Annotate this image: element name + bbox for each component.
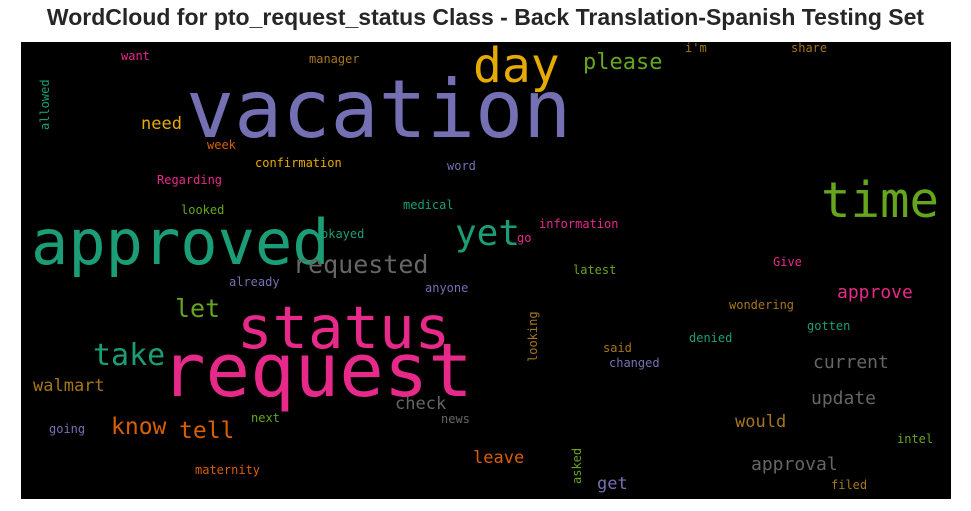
word-okayed: okayed <box>321 227 365 241</box>
word-please: please <box>583 50 663 75</box>
chart-title: WordCloud for pto_request_status Class -… <box>46 4 925 30</box>
word-looking: looking <box>526 311 540 362</box>
word-give: Give <box>773 255 802 269</box>
word-word: word <box>447 159 476 173</box>
word-tell: tell <box>179 418 235 444</box>
word-approve: approve <box>837 282 913 303</box>
word-requested: requested <box>293 250 429 279</box>
word-want: want <box>121 49 150 63</box>
word-gotten: gotten <box>807 319 851 333</box>
word-vacation: vacation <box>186 63 572 156</box>
word-changed: changed <box>609 356 660 370</box>
word-day: day <box>473 42 560 94</box>
word-request: request <box>161 328 473 414</box>
word-walmart: walmart <box>33 376 105 396</box>
word-week: week <box>207 138 236 152</box>
word-next: next <box>251 411 280 425</box>
word-confirmation: confirmation <box>255 156 342 170</box>
word-approval: approval <box>751 454 838 475</box>
word-manager: manager <box>309 52 360 66</box>
word-looked: looked <box>181 203 225 217</box>
word-get: get <box>597 474 628 494</box>
word-asked: asked <box>570 447 584 484</box>
word-yet: yet <box>455 213 521 254</box>
word-intel: intel <box>897 432 934 446</box>
wordcloud-canvas: vacation request approved status time day yet t… <box>21 42 951 499</box>
word-current: current <box>813 352 889 373</box>
word-let: let <box>175 294 221 323</box>
word-i-m: i'm <box>685 42 707 55</box>
word-medical: medical <box>403 198 454 212</box>
word-going: going <box>49 422 86 436</box>
word-wondering: wondering <box>729 298 795 312</box>
word-know: know <box>111 414 167 440</box>
word-news: news <box>441 412 470 426</box>
word-anyone: anyone <box>425 281 469 295</box>
word-information: information <box>539 217 619 231</box>
word-filed: filed <box>831 478 868 492</box>
word-would: would <box>735 412 787 432</box>
word-need: need <box>141 114 182 134</box>
word-allowed: allowed <box>38 79 52 130</box>
word-time: time <box>821 172 940 229</box>
word-take: take <box>93 338 166 373</box>
word-share: share <box>791 42 828 55</box>
word-check: check <box>395 394 447 414</box>
word-said: said <box>603 341 632 355</box>
word-latest: latest <box>573 263 617 277</box>
word-maternity: maternity <box>195 463 261 477</box>
word-go: go <box>517 231 532 245</box>
word-denied: denied <box>689 331 733 345</box>
word-update: update <box>811 388 877 409</box>
word-already: already <box>229 275 280 289</box>
word-leave: leave <box>473 448 525 468</box>
word-status: status <box>237 293 451 362</box>
word-approved: approved <box>31 206 330 279</box>
word-regarding: Regarding <box>157 173 223 187</box>
